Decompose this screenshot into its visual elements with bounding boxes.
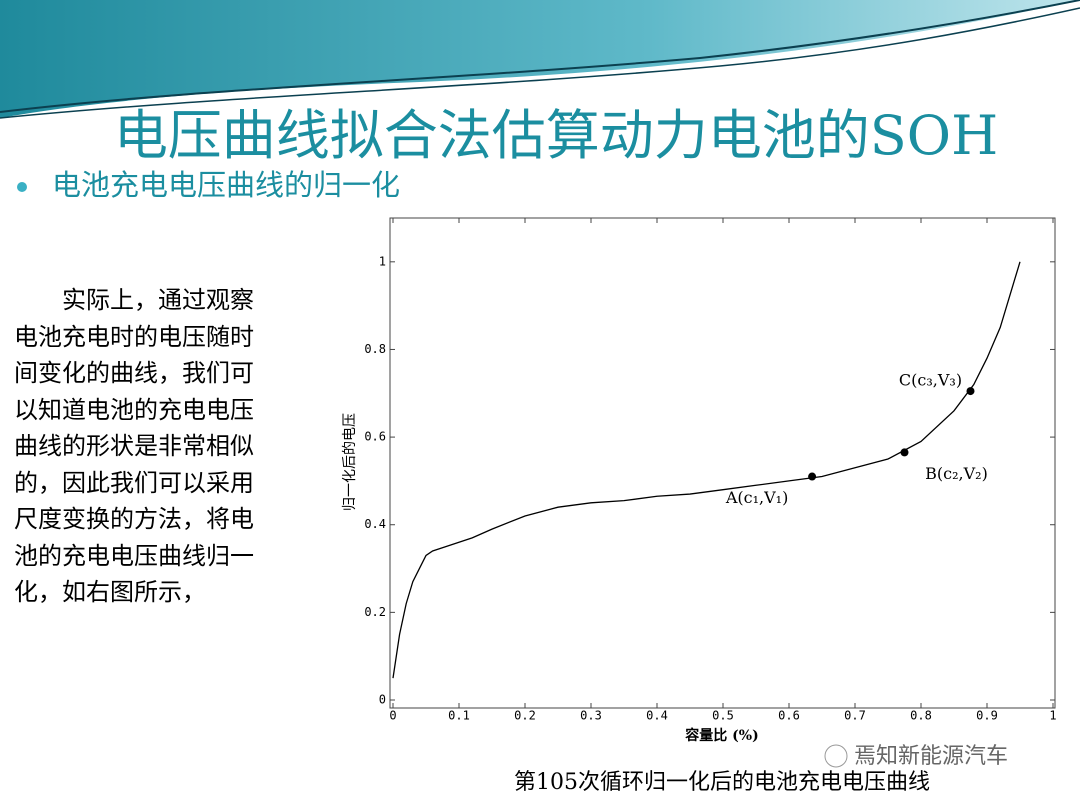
x-tick-label: 0.1 xyxy=(448,709,470,723)
y-tick-label: 1 xyxy=(379,254,386,268)
key-point xyxy=(966,387,975,396)
paragraph-line: 间变化的曲线，我们可 xyxy=(14,359,254,387)
x-tick-label: 0.3 xyxy=(580,709,602,723)
header-line xyxy=(0,0,1080,113)
watermark: 焉知新能源汽车 xyxy=(854,744,1008,769)
header-line xyxy=(0,7,1080,119)
y-tick-label: 0.8 xyxy=(364,342,386,356)
x-tick-label: 0.2 xyxy=(514,709,536,723)
x-tick-label: 0.7 xyxy=(844,709,866,723)
slide-title: 电压曲线拟合法估算动力电池的SOH xyxy=(114,104,998,167)
x-tick-label: 0.8 xyxy=(910,709,932,723)
paragraph-line: 尺度变换的方法，将电 xyxy=(14,505,254,533)
x-tick-label: 0.9 xyxy=(976,709,998,723)
paragraph-line: 池的充电电压曲线归一 xyxy=(14,541,254,570)
y-tick-label: 0 xyxy=(379,693,386,707)
header-wave xyxy=(0,0,1080,118)
x-tick-label: 0 xyxy=(389,709,396,723)
voltage-curve xyxy=(392,261,1021,679)
paragraph-line: 化，如右图所示， xyxy=(14,578,206,606)
paragraph-line: 曲线的形状是非常相似 xyxy=(14,432,254,460)
point-label: A(c₁,V₁) xyxy=(725,488,788,507)
x-tick-label: 0.5 xyxy=(712,709,734,723)
key-point xyxy=(900,448,909,457)
watermark-icon xyxy=(824,744,848,768)
caption: 第105次循环归一化后的电池充电电压曲线 xyxy=(514,770,930,795)
y-tick-label: 0.4 xyxy=(364,517,386,531)
paragraph-line: 的，因此我们可以采用 xyxy=(14,468,254,497)
paragraph-line: 以知道电池的充电电压 xyxy=(14,395,254,424)
y-tick-label: 0.2 xyxy=(364,605,386,619)
key-point xyxy=(808,472,817,481)
y-axis-label: 归一化后的电压 xyxy=(341,413,358,511)
paragraph-line: 实际上，通过观察 xyxy=(62,286,254,314)
x-tick-label: 0.4 xyxy=(646,709,668,723)
bullet-dot xyxy=(17,182,27,192)
y-tick-label: 0.6 xyxy=(364,430,386,444)
point-label: B(c₂,V₂) xyxy=(925,464,988,483)
bullet-text: 电池充电电压曲线的归一化 xyxy=(52,168,400,202)
x-tick-label: 0.6 xyxy=(778,709,800,723)
paragraph: 实际上，通过观察电池充电时的电压随时 间变化的曲线，我们可 以知道电池的充电电压 曲线… xyxy=(14,282,314,611)
point-label: C(c₃,V₃) xyxy=(899,371,962,390)
x-tick-label: 1 xyxy=(1049,709,1056,723)
x-axis-label: 容量比 (%) xyxy=(684,727,758,744)
paragraph-line: 电池充电时的电压随时 xyxy=(14,322,254,351)
